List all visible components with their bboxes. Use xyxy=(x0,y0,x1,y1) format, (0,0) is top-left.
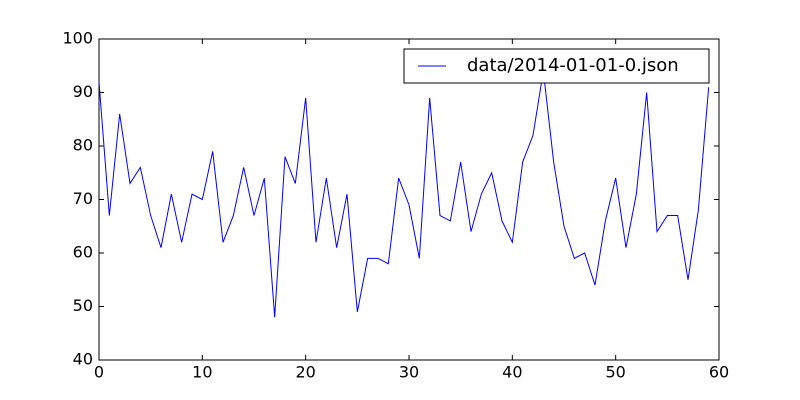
y-tick-label: 60 xyxy=(73,243,93,262)
data-line xyxy=(98,71,710,318)
y-tick-label: 70 xyxy=(73,189,93,208)
y-tick-label: 100 xyxy=(62,29,93,48)
legend-box xyxy=(403,48,710,84)
y-tick-label: 80 xyxy=(73,136,93,155)
y-tick-label: 90 xyxy=(73,82,93,101)
x-tick-label: 0 xyxy=(94,363,104,382)
y-tick-label: 40 xyxy=(73,350,93,369)
y-tick-label: 50 xyxy=(73,296,93,315)
x-tick-label: 20 xyxy=(295,363,315,382)
x-tick-label: 30 xyxy=(399,363,419,382)
x-tick-label: 40 xyxy=(502,363,522,382)
x-tick-label: 10 xyxy=(192,363,212,382)
x-tick-label: 50 xyxy=(605,363,625,382)
x-tick-label: 60 xyxy=(709,363,729,382)
plot-frame xyxy=(98,38,720,361)
legend-label: data/2014-01-01-0.json xyxy=(467,55,679,76)
